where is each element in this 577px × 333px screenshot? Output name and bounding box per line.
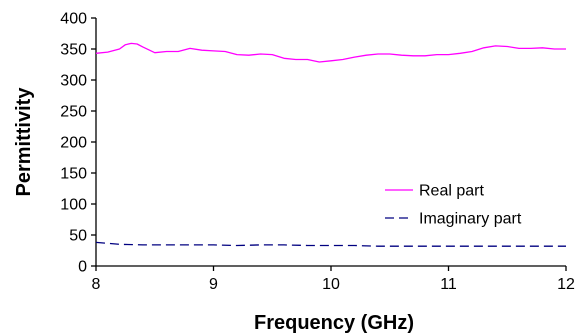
x-tick-label: 11 xyxy=(440,276,457,293)
y-tick-label: 300 xyxy=(60,73,87,90)
series-line-1 xyxy=(95,241,566,247)
x-axis-title: Frequency (GHz) xyxy=(254,312,414,333)
x-tick-label: 9 xyxy=(209,276,218,293)
plot-layer: 0 50 100 150 200 250 300 350 400 8 9 10 11 12 xyxy=(60,11,575,294)
x-tick-label: 12 xyxy=(557,276,575,293)
x-tick-label: 10 xyxy=(322,276,340,293)
series-line-0 xyxy=(95,42,566,63)
y-tick-label: 100 xyxy=(60,197,87,214)
x-tick-label: 8 xyxy=(92,276,101,293)
y-tick-label: 50 xyxy=(69,228,87,245)
y-tick-label: 350 xyxy=(60,42,87,59)
y-axis-title: Permittivity xyxy=(13,87,35,197)
y-tick-label: 250 xyxy=(60,104,87,121)
y-tick-label: 0 xyxy=(78,259,87,276)
y-tick-label: 150 xyxy=(60,166,87,183)
y-tick-label: 200 xyxy=(60,135,87,152)
y-tick-label: 400 xyxy=(60,11,87,28)
legend: Real part Imaginary part xyxy=(385,183,522,228)
legend-label-0: Real part xyxy=(419,183,484,200)
legend-label-1: Imaginary part xyxy=(419,211,522,228)
